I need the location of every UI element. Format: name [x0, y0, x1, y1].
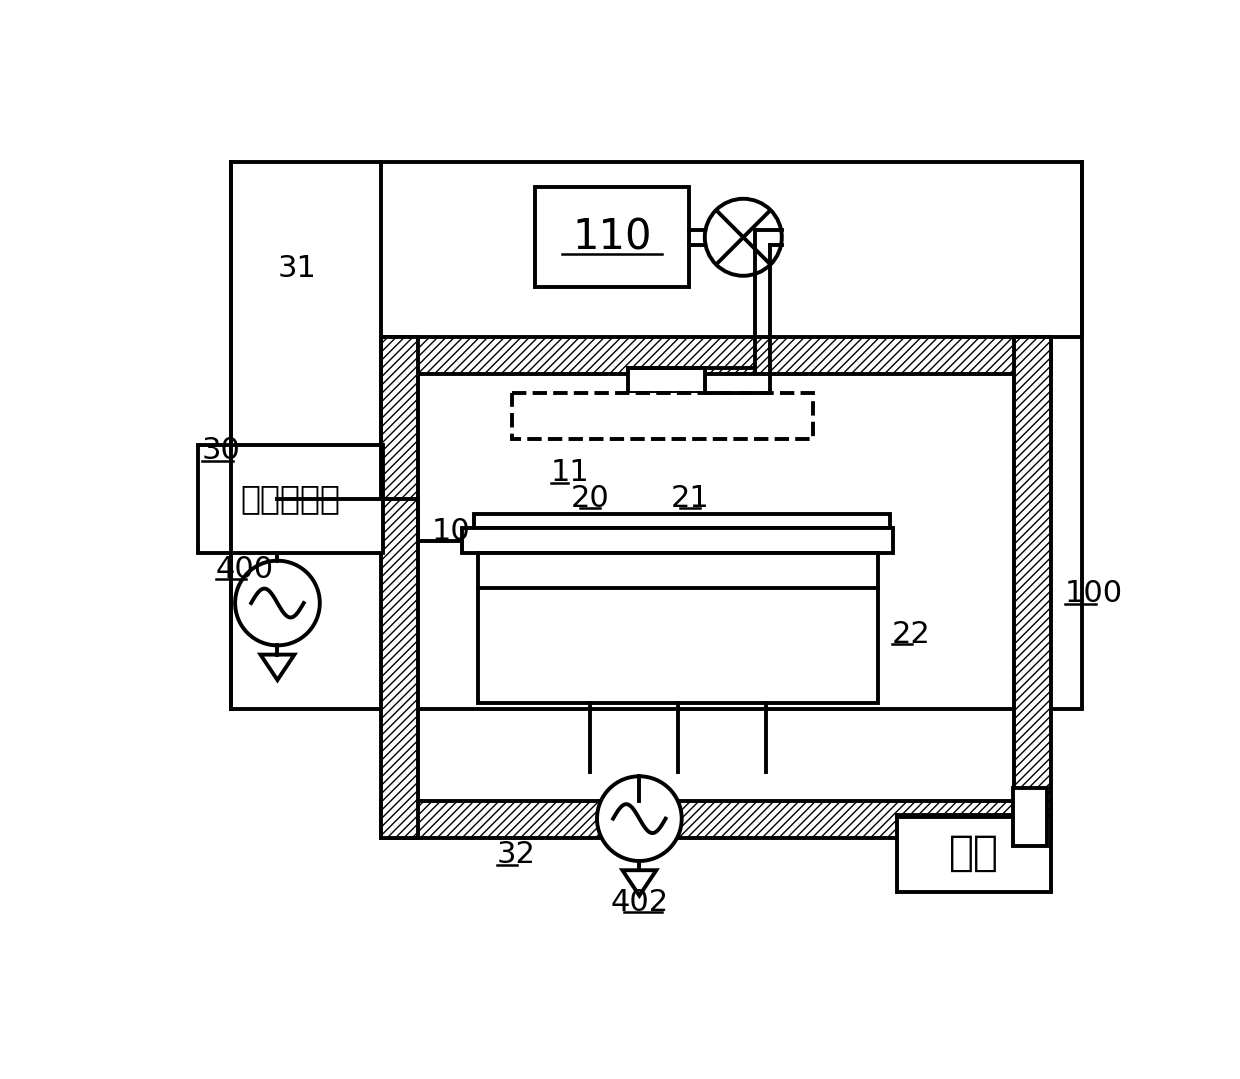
Bar [382, 338, 1052, 374]
Bar [382, 801, 1052, 838]
Text: 11: 11 [551, 459, 589, 488]
Bar [231, 162, 1083, 709]
Bar [1013, 788, 1048, 846]
Text: 31: 31 [278, 255, 316, 283]
Text: 10: 10 [432, 517, 470, 546]
Bar [477, 552, 878, 704]
Circle shape [704, 199, 781, 276]
Circle shape [236, 561, 320, 645]
Text: 110: 110 [573, 216, 652, 258]
Text: 21: 21 [671, 483, 709, 513]
Text: 30: 30 [202, 436, 241, 465]
Text: 22: 22 [892, 619, 931, 648]
Bar [198, 446, 383, 552]
Bar [898, 815, 1052, 891]
Bar [536, 188, 689, 287]
Text: 移相控制器: 移相控制器 [241, 482, 341, 516]
Circle shape [596, 776, 682, 861]
Bar [463, 529, 894, 552]
Text: 20: 20 [570, 483, 610, 513]
Text: 100: 100 [1065, 579, 1123, 609]
Text: 32: 32 [497, 841, 536, 870]
Text: 400: 400 [216, 555, 274, 584]
Text: 402: 402 [610, 888, 668, 917]
Bar [382, 338, 418, 838]
Bar [627, 368, 704, 393]
Bar [1014, 338, 1052, 838]
Text: 排气: 排气 [950, 832, 999, 874]
Bar [474, 515, 889, 529]
Bar [512, 393, 812, 439]
